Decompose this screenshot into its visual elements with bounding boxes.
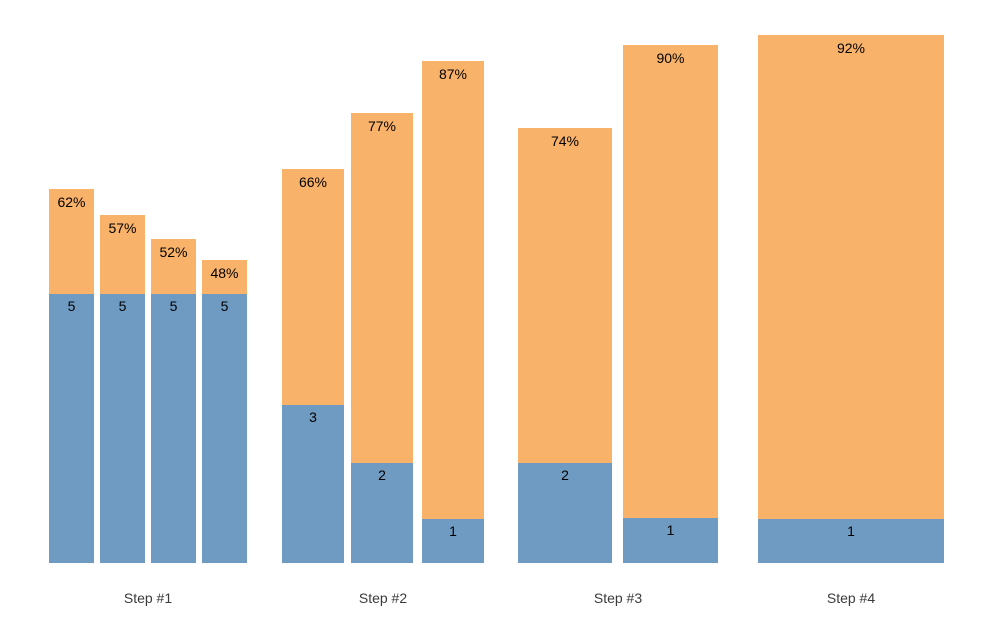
count-label: 3 xyxy=(309,409,317,425)
remaining-segment: 5 xyxy=(49,294,94,563)
stacked-bar: 62% 5 xyxy=(49,189,94,563)
group-label: Step #2 xyxy=(358,590,408,606)
percent-label: 52% xyxy=(159,244,188,260)
group-label: Step #1 xyxy=(123,590,173,606)
remaining-segment: 5 xyxy=(151,294,196,563)
stacked-bar: 74% 2 xyxy=(518,128,612,563)
percent-label: 74% xyxy=(550,133,580,149)
percent-label: 48% xyxy=(210,265,239,281)
remaining-segment: 5 xyxy=(202,294,247,563)
stacked-bar: 57% 5 xyxy=(100,215,145,563)
stacked-bar: 90% 1 xyxy=(623,45,718,563)
group-label: Step #3 xyxy=(593,590,643,606)
percent-label: 92% xyxy=(836,40,866,56)
count-label: 5 xyxy=(220,298,229,314)
count-label: 2 xyxy=(561,467,569,483)
stacked-bar: 48% 5 xyxy=(202,260,247,563)
stacked-bar: 77% 2 xyxy=(351,113,413,563)
count-label: 1 xyxy=(666,522,675,538)
remaining-segment: 3 xyxy=(282,405,344,563)
stacked-bar: 52% 5 xyxy=(151,239,196,563)
percent-label: 87% xyxy=(438,66,468,82)
remaining-segment: 1 xyxy=(623,518,718,563)
count-label: 5 xyxy=(118,298,127,314)
stacked-bar: 87% 1 xyxy=(422,61,484,563)
count-label: 2 xyxy=(378,467,386,483)
count-label: 1 xyxy=(847,523,855,539)
remaining-segment: 2 xyxy=(518,463,612,563)
remaining-segment: 5 xyxy=(100,294,145,563)
stacked-bar: 66% 3 xyxy=(282,169,344,563)
percent-label: 62% xyxy=(57,194,86,210)
percent-label: 90% xyxy=(656,50,685,66)
count-label: 5 xyxy=(67,298,76,314)
count-label: 1 xyxy=(449,523,457,539)
group-label: Step #4 xyxy=(826,590,876,606)
stacked-bar: 92% 1 xyxy=(758,35,944,563)
percent-label: 66% xyxy=(298,174,328,190)
remaining-segment: 1 xyxy=(422,519,484,563)
count-label: 5 xyxy=(169,298,178,314)
percent-label: 77% xyxy=(367,118,397,134)
remaining-segment: 2 xyxy=(351,463,413,563)
remaining-segment: 1 xyxy=(758,519,944,563)
percent-label: 57% xyxy=(108,220,137,236)
